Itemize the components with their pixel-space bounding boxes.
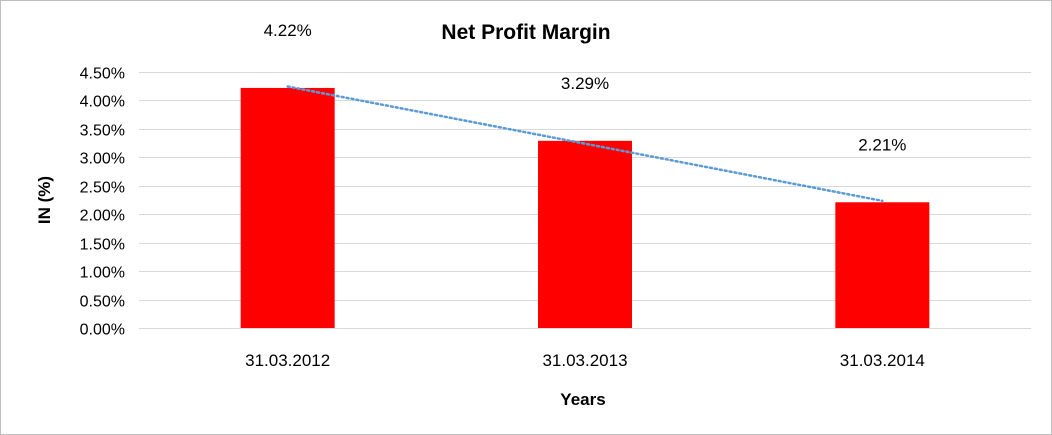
y-tick-label: 0.00% — [80, 322, 125, 339]
data-label: 4.22% — [264, 21, 312, 40]
trendline — [286, 85, 884, 203]
x-tick-labels: 31.03.2012 31.03.2013 31.03.2014 — [245, 351, 925, 370]
y-tick-label: 1.50% — [80, 237, 125, 254]
y-tick-label: 2.50% — [80, 180, 125, 197]
data-labels: 4.22% 3.29% 2.21% — [264, 21, 907, 154]
y-tick-label: 2.00% — [80, 208, 125, 225]
x-tick-label: 31.03.2013 — [542, 351, 627, 370]
x-tick-label: 31.03.2014 — [840, 351, 925, 370]
y-tick-label: 4.00% — [80, 94, 125, 111]
y-tick-label: 3.50% — [80, 123, 125, 140]
bars — [240, 87, 930, 328]
bar — [538, 140, 632, 328]
x-tick-label: 31.03.2012 — [245, 351, 330, 370]
bar — [240, 87, 335, 328]
x-axis-title: Years — [560, 390, 605, 409]
bar — [835, 202, 930, 328]
data-label: 2.21% — [858, 135, 906, 154]
y-tick-label: 0.50% — [80, 294, 125, 311]
trendline-group — [286, 85, 884, 203]
chart-title: Net Profit Margin — [441, 21, 610, 44]
data-label: 3.29% — [561, 74, 609, 93]
y-tick-label: 3.00% — [80, 151, 125, 168]
y-tick-label: 1.00% — [80, 265, 125, 282]
y-tick-label: 4.50% — [80, 66, 125, 83]
y-axis-title: IN (%) — [35, 176, 54, 224]
y-tick-labels: 0.00% 0.50% 1.00% 1.50% 2.00% 2.50% 3.00% 3.50%… — [80, 66, 125, 339]
